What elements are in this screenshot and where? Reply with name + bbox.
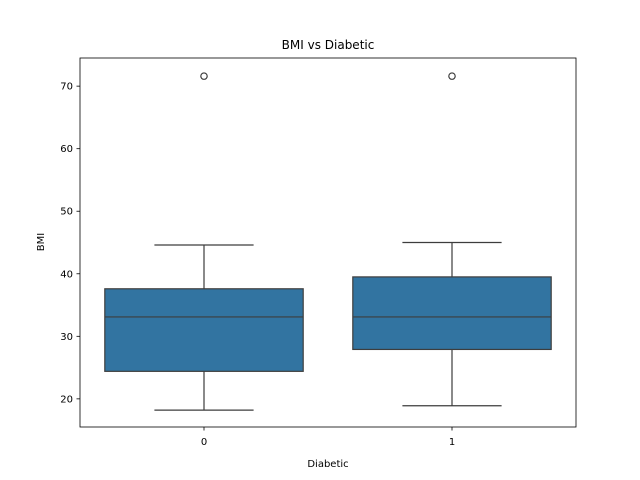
x-axis-label: Diabetic [307, 459, 348, 470]
plot-frame [79, 57, 577, 428]
box-0 [104, 72, 304, 411]
box-iqr [352, 276, 552, 351]
x-tick-label: 1 [449, 437, 455, 448]
outlier-point [200, 72, 208, 80]
y-tick-label: 20 [60, 394, 73, 405]
boxes-layer [104, 72, 552, 411]
y-tick-label: 60 [60, 144, 73, 155]
box-1 [352, 72, 552, 407]
y-tick-label: 70 [60, 82, 73, 93]
chart-title: BMI vs Diabetic [282, 38, 375, 52]
y-tick-label: 30 [60, 332, 73, 343]
box-iqr [104, 288, 304, 372]
x-tick-label: 0 [201, 437, 207, 448]
y-axis-label: BMI [36, 233, 47, 251]
outlier-point [448, 72, 456, 80]
y-tick-label: 50 [60, 207, 73, 218]
y-axis: 20 30 40 50 60 70 [60, 82, 80, 405]
y-tick-label: 40 [60, 269, 73, 280]
